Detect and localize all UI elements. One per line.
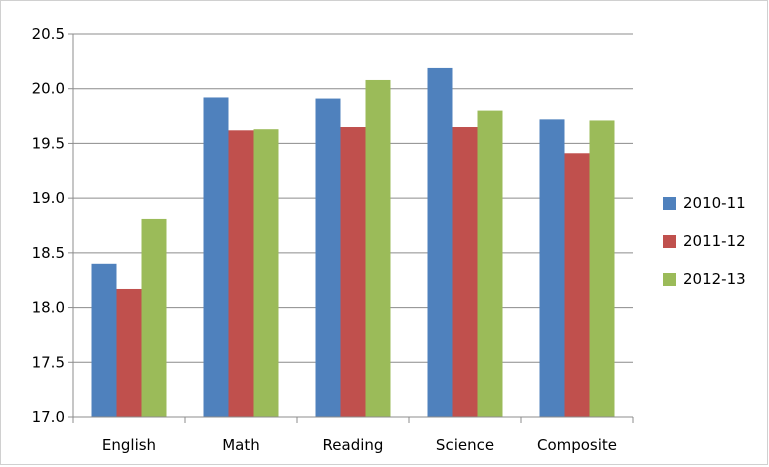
bar-2012-13-composite — [589, 120, 615, 417]
legend-swatch — [663, 235, 676, 248]
bar-2012-13-reading — [365, 79, 391, 418]
y-tick-label: 19.5 — [32, 134, 65, 152]
bar-2010-11-english — [91, 263, 117, 417]
x-tick-label: Composite — [537, 436, 617, 454]
y-tick-label: 18.0 — [32, 299, 65, 317]
y-tick-label: 17.5 — [32, 353, 65, 371]
y-tick-label: 17.0 — [32, 408, 65, 426]
bar-2011-12-composite — [564, 153, 590, 417]
bar-2010-11-composite — [539, 119, 565, 418]
bars — [91, 67, 615, 418]
legend-swatch — [663, 273, 676, 286]
bar-2010-11-reading — [315, 98, 341, 417]
bar-2012-13-math — [253, 129, 279, 417]
bar-2012-13-science — [477, 110, 503, 417]
y-tick-label: 19.0 — [32, 189, 65, 207]
bar-2011-12-english — [116, 288, 142, 417]
bar-2011-12-reading — [340, 127, 366, 417]
axes — [68, 33, 634, 423]
y-tick-label: 20.0 — [32, 80, 65, 98]
bar-2011-12-science — [452, 127, 478, 417]
legend-label: 2010-11 — [683, 194, 746, 212]
bar-2010-11-math — [203, 97, 229, 418]
x-tick-label: Science — [436, 436, 494, 454]
legend-label: 2012-13 — [683, 270, 746, 288]
y-tick-label: 20.5 — [32, 25, 65, 43]
x-tick-label: Reading — [323, 436, 384, 454]
x-tick-label: English — [102, 436, 156, 454]
x-tick-label: Math — [222, 436, 260, 454]
bar-2010-11-science — [427, 67, 453, 418]
y-tick-label: 18.5 — [32, 244, 65, 262]
bar-2011-12-math — [228, 130, 254, 417]
legend-swatch — [663, 197, 676, 210]
axis-labels: 17.0 17.5 18.0 18.5 19.0 19.5 20.0 20.5 English M… — [32, 25, 617, 454]
legend: 2010-11 2011-12 2012-13 — [663, 194, 746, 288]
legend-label: 2011-12 — [683, 232, 746, 250]
bar-2012-13-english — [141, 218, 167, 417]
